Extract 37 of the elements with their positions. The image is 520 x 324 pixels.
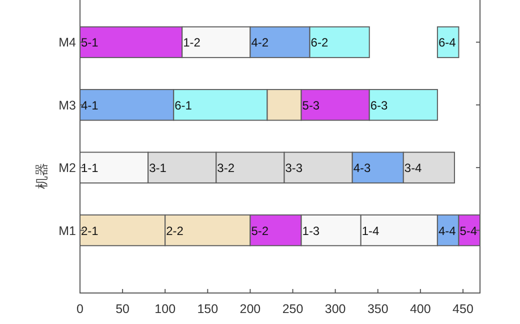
x-tick-label: 0 [76,302,84,316]
x-tick-label: 50 [116,302,130,316]
annotation: 4-2 [251,36,269,50]
x-tick-label: 300 [324,302,346,316]
x-tick-label: 350 [367,302,388,316]
annotation: 5-1 [81,36,99,50]
annotation: 3-4 [404,161,422,176]
annotation: 6-4 [438,36,456,50]
x-tick-label: 150 [197,302,218,316]
annotation: 1-3 [302,224,320,238]
annotation: 4-3 [353,161,372,176]
annotation: 3-3 [285,161,303,176]
y-tick-label: M2 [58,161,76,176]
y-axis-title: 机器 [34,162,49,189]
annotation: 6-3 [370,98,388,112]
x-tick-label: 450 [452,302,474,316]
annotation: 1-2 [183,36,201,50]
annotation: 4-4 [438,224,456,238]
annotation: 6-1 [174,98,192,112]
annotation: 4-1 [81,98,99,112]
annotation: 1-4 [362,224,380,238]
annotation: 5-3 [302,98,320,112]
annotation: 3-1 [149,161,167,176]
x-tick-label: 100 [154,302,176,316]
annotation: 5-2 [251,224,269,238]
x-tick-label: 400 [410,302,431,316]
y-tick-label: M4 [58,36,76,50]
y-tick-label: M1 [58,224,76,238]
x-tick-label: 250 [282,302,304,316]
annotation: 2-1 [81,224,99,238]
y-tick-label: M3 [58,98,76,112]
annotation: 1-1 [81,161,99,176]
annotation: 5-4 [460,224,478,238]
annotation: 6-2 [310,36,328,50]
annotation: 3-2 [217,161,235,176]
annotation: 2-2 [166,224,184,238]
x-tick-label: 200 [240,302,261,316]
